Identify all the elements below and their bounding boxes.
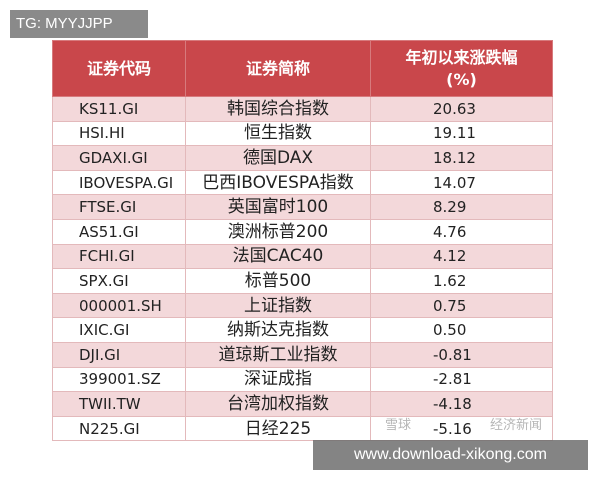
table-row: DJI.GI 道琼斯工业指数 -0.81 <box>52 341 553 368</box>
column-header: 证券简称 <box>185 40 371 97</box>
table-cell: 000001.SH <box>52 292 186 319</box>
table-cell: 台湾加权指数 <box>185 391 371 417</box>
table-cell: -5.16 <box>370 415 553 442</box>
table-cell: AS51.GI <box>52 218 186 245</box>
table-cell: TWII.TW <box>52 391 186 417</box>
table-cell: 巴西IBOVESPA指数 <box>185 169 371 196</box>
table-row: TWII.TW 台湾加权指数 -4.18 <box>52 391 553 417</box>
table-row: FTSE.GI 英国富时100 8.29 <box>52 194 553 220</box>
header-line: 年初以来涨跌幅 <box>405 47 518 67</box>
table-cell: IXIC.GI <box>52 317 186 343</box>
table-cell: 4.76 <box>370 218 553 245</box>
table-cell: 标普500 <box>185 268 371 294</box>
table-row: HSI.HI 恒生指数 19.11 <box>52 120 553 147</box>
table-row: 000001.SH 上证指数 0.75 <box>52 292 553 319</box>
table-row: 399001.SZ 深证成指 -2.81 <box>52 366 553 393</box>
table-cell: 深证成指 <box>185 366 371 393</box>
table: 证券代码 证券简称 年初以来涨跌幅 (%) KS11.GI 韩国综合指数 20.63 H… <box>52 40 553 442</box>
watermark: 雪球 <box>385 418 412 433</box>
table-cell: 0.50 <box>370 317 553 343</box>
table-cell: GDAXI.GI <box>52 145 186 171</box>
table-header: 证券代码 证券简称 年初以来涨跌幅 (%) <box>52 40 553 97</box>
column-header: 年初以来涨跌幅 (%) <box>370 40 553 97</box>
table-cell: 20.63 <box>370 96 553 122</box>
table-cell: FCHI.GI <box>52 243 186 270</box>
table-cell: 德国DAX <box>185 145 371 171</box>
watermark: 经济新闻 <box>490 418 543 433</box>
table-row: FCHI.GI 法国CAC40 4.12 <box>52 243 553 270</box>
table-cell: 1.62 <box>370 268 553 294</box>
table-cell: 18.12 <box>370 145 553 171</box>
table-cell: 澳洲标普200 <box>185 218 371 245</box>
table-cell: 恒生指数 <box>185 120 371 147</box>
table-row: AS51.GI 澳洲标普200 4.76 <box>52 218 553 245</box>
table-row: SPX.GI 标普500 1.62 <box>52 268 553 294</box>
table-row: KS11.GI 韩国综合指数 20.63 <box>52 96 553 122</box>
site-banner: www.download-xikong.com <box>313 440 588 470</box>
table-cell: 8.29 <box>370 194 553 220</box>
table-row: IXIC.GI 纳斯达克指数 0.50 <box>52 317 553 343</box>
table-cell: -4.18 <box>370 391 553 417</box>
table-body: KS11.GI 韩国综合指数 20.63 HSI.HI 恒生指数 19.11 GDAXI.G… <box>52 96 553 442</box>
table-cell: 英国富时100 <box>185 194 371 220</box>
table-cell: 4.12 <box>370 243 553 270</box>
table-row: IBOVESPA.GI 巴西IBOVESPA指数 14.07 <box>52 169 553 196</box>
table-cell: 法国CAC40 <box>185 243 371 270</box>
header-line: (%) <box>446 69 477 89</box>
table-cell: 19.11 <box>370 120 553 147</box>
table-row: N225.GI 日经225 -5.16 <box>52 415 553 442</box>
table-cell: 0.75 <box>370 292 553 319</box>
table-row: GDAXI.GI 德国DAX 18.12 <box>52 145 553 171</box>
table-cell: 纳斯达克指数 <box>185 317 371 343</box>
table-cell: 韩国综合指数 <box>185 96 371 122</box>
table-cell: SPX.GI <box>52 268 186 294</box>
table-cell: 399001.SZ <box>52 366 186 393</box>
table-cell: 上证指数 <box>185 292 371 319</box>
table-cell: DJI.GI <box>52 341 186 368</box>
table-cell: KS11.GI <box>52 96 186 122</box>
table-cell: IBOVESPA.GI <box>52 169 186 196</box>
table-cell: HSI.HI <box>52 120 186 147</box>
header-row: 证券代码 证券简称 年初以来涨跌幅 (%) <box>52 40 553 97</box>
table-cell: 14.07 <box>370 169 553 196</box>
table-cell: FTSE.GI <box>52 194 186 220</box>
table-cell: 日经225 <box>185 415 371 442</box>
table-cell: -0.81 <box>370 341 553 368</box>
column-header: 证券代码 <box>52 40 186 97</box>
table-cell: 道琼斯工业指数 <box>185 341 371 368</box>
tag: TG: MYYJJPP <box>10 10 148 38</box>
table-cell: N225.GI <box>52 415 186 442</box>
table-cell: -2.81 <box>370 366 553 393</box>
